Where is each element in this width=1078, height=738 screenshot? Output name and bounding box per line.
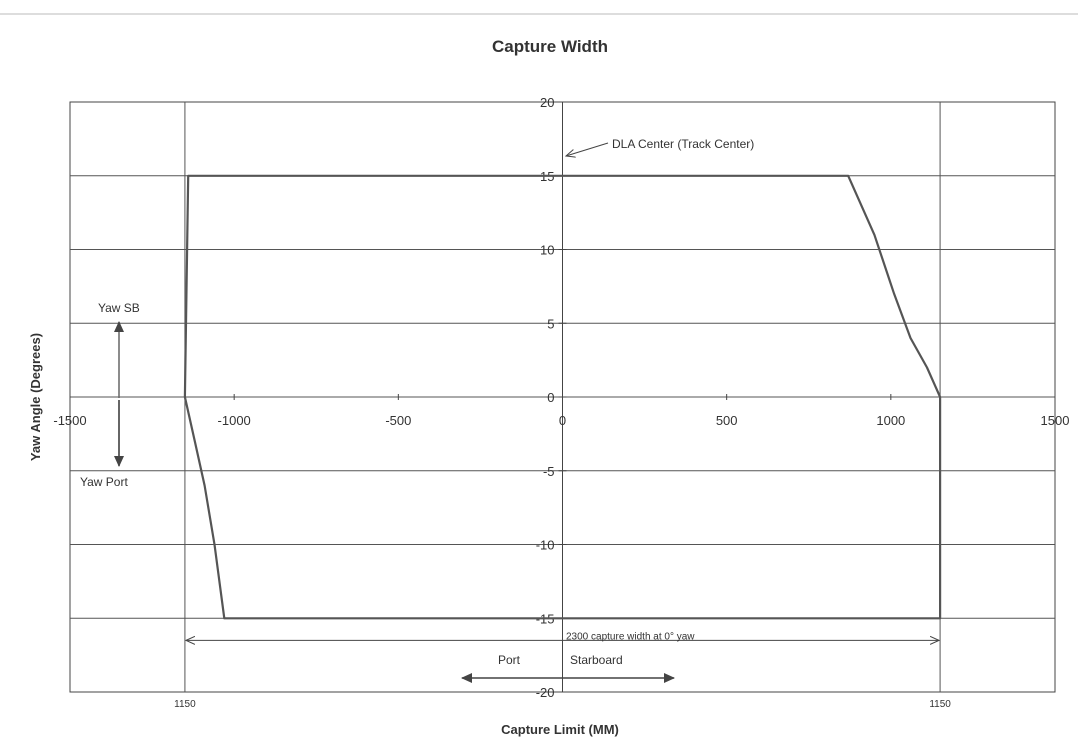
y-axis-title: Yaw Angle (Degrees) xyxy=(28,333,43,461)
x-tick-label: -500 xyxy=(385,413,411,428)
starboard-label: Starboard xyxy=(570,653,623,667)
capture-width-label: 2300 capture width at 0° yaw xyxy=(566,631,695,642)
x-tick-label: -1500 xyxy=(53,413,86,428)
x-tick-label: -1000 xyxy=(218,413,251,428)
annotation-layer: DLA Center (Track Center) 2300 capture wi… xyxy=(80,137,939,683)
chart-title: Capture Width xyxy=(492,37,608,56)
capture-limit-label: 1150 xyxy=(929,699,951,710)
y-tick-label: -5 xyxy=(543,464,555,479)
grid-layer xyxy=(69,101,1056,693)
y-tick-label: 10 xyxy=(540,243,554,258)
capture-limit-label: 1150 xyxy=(174,699,196,710)
x-tick-label: 1500 xyxy=(1041,413,1070,428)
series-layer xyxy=(183,174,942,620)
y-tick-label: 20 xyxy=(540,95,554,110)
series-line xyxy=(183,174,942,620)
yaw-port-label: Yaw Port xyxy=(80,475,128,489)
yaw-sb-label: Yaw SB xyxy=(98,301,140,315)
tick-labels: -1500 -1000 -500 0 500 1000 1500-20-15-10-5051… xyxy=(53,95,1069,710)
port-label: Port xyxy=(498,653,521,667)
y-tick-label: 5 xyxy=(547,316,554,331)
y-tick-label: 0 xyxy=(547,390,554,405)
x-tick-label: 1000 xyxy=(876,413,905,428)
y-tick-label: -10 xyxy=(536,538,555,553)
dla-center-arrow xyxy=(566,142,609,156)
x-axis-title: Capture Limit (MM) xyxy=(501,722,619,737)
x-tick-label: 0 xyxy=(559,413,566,428)
x-tick-label: 500 xyxy=(716,413,738,428)
dla-center-label: DLA Center (Track Center) xyxy=(612,137,754,151)
y-tick-label: -20 xyxy=(536,685,555,700)
